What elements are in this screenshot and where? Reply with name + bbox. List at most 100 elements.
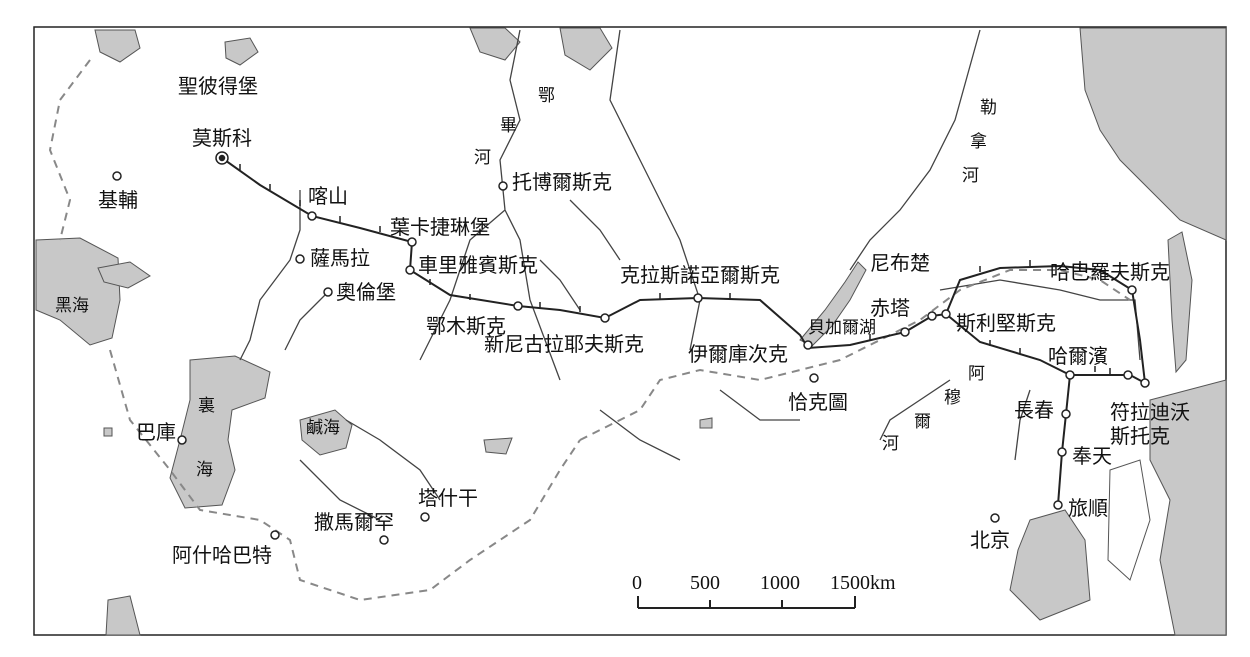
small-river-2	[719, 389, 800, 421]
black-sea	[35, 237, 121, 346]
label-caspian-1: 裏	[198, 396, 215, 416]
gulf-finland	[224, 37, 259, 66]
label-ob-river-3: 河	[474, 148, 491, 168]
label-ob-river-1: 鄂	[538, 86, 555, 106]
label-harbin: 哈爾濱	[1048, 344, 1108, 368]
label-nerchinsk: 尼布楚	[870, 251, 930, 275]
marker-nerchinsk	[927, 311, 937, 321]
island-2	[699, 417, 713, 429]
caspian-sea	[169, 355, 271, 509]
marker-tashkent	[420, 512, 430, 522]
label-sretensk: 斯利堅斯克	[956, 311, 1056, 335]
marker-harbin	[1065, 370, 1075, 380]
lena-river	[849, 29, 981, 271]
small-river-5	[599, 409, 681, 461]
marker-samarkand	[379, 535, 389, 545]
label-beijing: 北京	[970, 528, 1010, 552]
marker-kiev	[112, 171, 122, 181]
marker-vladivostok-2	[1123, 370, 1133, 380]
label-chita: 赤塔	[870, 296, 910, 320]
label-vladivostok: 符拉迪沃 斯托克	[1110, 400, 1190, 448]
label-khabarovsk: 哈巴羅夫斯克	[1050, 260, 1170, 284]
irtysh-river	[419, 209, 506, 361]
ob-river	[499, 29, 561, 381]
label-chelyabinsk: 車里雅賓斯克	[418, 253, 538, 277]
marker-yekaterinburg	[407, 237, 417, 247]
label-ob-river-2: 畢	[500, 116, 517, 136]
label-amur-river-1: 阿	[968, 364, 985, 384]
marker-kyakhta	[809, 373, 819, 383]
marker-beijing	[990, 513, 1000, 523]
marker-krasnoyarsk	[693, 293, 703, 303]
label-lake-baikal: 貝加爾湖	[808, 318, 876, 338]
border-central	[579, 269, 1131, 441]
label-krasnoyarsk: 克拉斯諾亞爾斯克	[620, 263, 780, 287]
syr-darya	[345, 419, 441, 501]
border-south	[109, 349, 581, 602]
arctic-inlet-2	[559, 27, 613, 71]
label-kiev: 基輔	[98, 188, 138, 212]
marker-chelyabinsk	[405, 265, 415, 275]
korea	[1107, 459, 1151, 581]
small-river-3	[879, 379, 951, 441]
marker-sretensk	[941, 309, 951, 319]
amur-railway	[945, 264, 1146, 384]
scale-tick-1000: 1000	[760, 572, 800, 594]
ural-river	[284, 289, 331, 351]
label-black-sea: 黑海	[55, 296, 89, 316]
marker-irkutsk	[803, 340, 813, 350]
label-caspian-2: 海	[196, 460, 213, 480]
scale-tick-500: 500	[690, 572, 720, 594]
marker-kazan	[307, 211, 317, 221]
label-lena-river-1: 勒	[980, 98, 997, 118]
label-moscow: 莫斯科	[192, 126, 252, 150]
lake-baikal	[799, 261, 867, 347]
marker-baku	[177, 435, 187, 445]
marker-moscow-inner	[218, 154, 226, 162]
marker-ashgabat	[270, 530, 280, 540]
border-west	[48, 59, 91, 241]
arctic-inlet	[469, 27, 521, 61]
label-novonikolayevsk: 新尼古拉耶夫斯克	[484, 332, 644, 356]
volga-river	[239, 190, 301, 361]
label-kyakhta: 恰克圖	[788, 390, 848, 414]
label-port-arthur: 旅順	[1068, 496, 1108, 520]
label-st-petersburg: 聖彼得堡	[178, 74, 258, 98]
label-irkutsk: 伊爾庫次克	[688, 342, 788, 366]
label-aral-sea: 鹹海	[306, 418, 340, 438]
scale-tick-0: 0	[632, 572, 642, 594]
yellow-sea	[1009, 509, 1091, 621]
okhotsk-sea	[1079, 27, 1227, 241]
marker-khabarovsk	[1127, 285, 1137, 295]
marker-chita	[900, 327, 910, 337]
map-frame	[33, 26, 1227, 636]
marker-vladivostok	[1140, 378, 1150, 388]
island-1	[483, 437, 513, 455]
marker-novonikolayevsk	[600, 313, 610, 323]
island-3	[103, 427, 113, 437]
marker-mukden	[1057, 447, 1067, 457]
label-amur-river-4: 河	[882, 434, 899, 454]
sea-of-azov	[97, 261, 151, 289]
label-amur-river-3: 爾	[914, 412, 931, 432]
label-lena-river-2: 拿	[970, 132, 987, 152]
aral-sea	[299, 409, 353, 456]
label-lena-river-3: 河	[962, 166, 979, 186]
marker-tomsk	[498, 181, 508, 191]
label-amur-river-2: 穆	[944, 388, 961, 408]
yenisei-river	[609, 29, 701, 351]
island-4	[105, 595, 141, 636]
label-tashkent: 塔什干	[418, 486, 478, 510]
marker-samara	[295, 254, 305, 264]
small-river-4	[1014, 389, 1031, 461]
japan-sea	[1149, 379, 1227, 636]
label-ashgabat: 阿什哈巴特	[172, 543, 272, 567]
scale-tick-1500: 1500km	[830, 572, 896, 594]
baltic-sea	[94, 29, 141, 63]
label-kazan: 喀山	[308, 184, 348, 208]
label-samara: 薩馬拉	[310, 246, 370, 270]
amu-darya	[299, 459, 381, 521]
sakhalin	[1167, 231, 1193, 374]
small-river-6	[569, 199, 621, 261]
